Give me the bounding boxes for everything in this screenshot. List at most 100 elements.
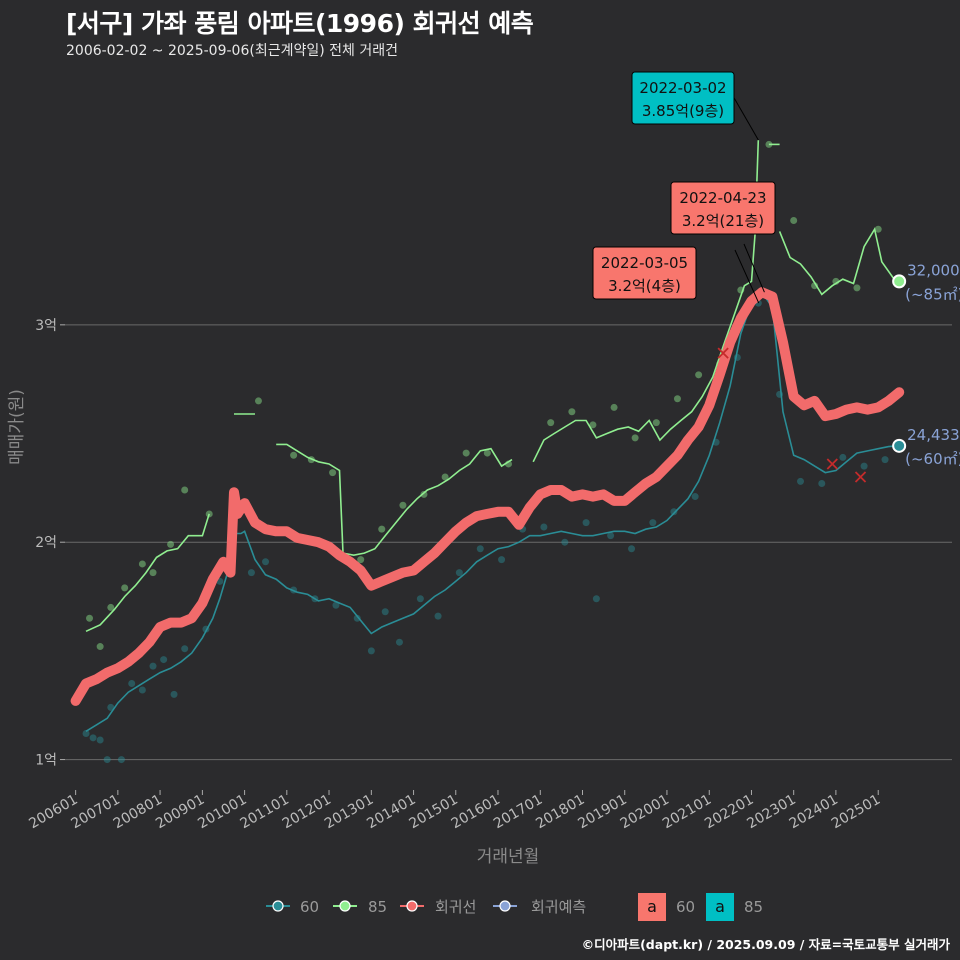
data-point-60: [128, 679, 136, 687]
data-point-60: [416, 595, 424, 603]
annotation-box: [631, 71, 735, 125]
forecast-end-point: [892, 438, 907, 453]
data-point-60: [247, 569, 255, 577]
series-line-85: [532, 140, 760, 463]
data-point-60: [881, 456, 889, 464]
data-point-85: [483, 449, 491, 457]
data-point-85: [790, 217, 798, 225]
legend-label-swatch: [706, 893, 734, 921]
data-point-85: [254, 397, 262, 405]
data-point-85: [399, 501, 407, 509]
x-axis-title: 거래년월: [477, 847, 540, 867]
data-point-85: [589, 421, 597, 429]
data-point-85: [378, 525, 386, 533]
annotation-value: 3.2억(21층): [682, 212, 764, 230]
data-point-85: [107, 603, 115, 611]
annotation-date: 2022-03-05: [601, 254, 688, 272]
data-point-85: [121, 584, 129, 592]
page-title: [서구] 가좌 풍림 아파트(1996) 회귀선 예측: [66, 9, 534, 38]
legend-swatch-label: 60: [676, 898, 695, 916]
data-point-85: [673, 395, 681, 403]
data-point-60: [607, 532, 615, 540]
data-point-60: [103, 756, 111, 764]
x-tick-label: 202501: [829, 792, 883, 833]
data-point-85: [138, 560, 146, 568]
data-point-60: [353, 614, 361, 622]
data-point-60: [476, 545, 484, 553]
data-point-60: [89, 734, 97, 742]
annotation-box: [670, 181, 776, 235]
legend: 60 85 회귀선 회귀예측 a 60 a 85: [266, 893, 763, 921]
data-point-60: [138, 686, 146, 694]
regression-line: [70, 287, 905, 706]
data-point-60: [395, 638, 403, 646]
forecast-size-label: (~85㎡): [905, 285, 960, 303]
data-point-85: [357, 556, 365, 564]
data-point-60: [262, 558, 270, 566]
data-point-60: [107, 703, 115, 711]
data-point-85: [631, 434, 639, 442]
data-point-85: [181, 486, 189, 494]
data-point-85: [652, 419, 660, 427]
data-point-85: [167, 540, 175, 548]
data-point-60: [82, 729, 90, 737]
legend-key-marker: [339, 900, 351, 912]
forecast-size-label: (~60㎡): [905, 450, 960, 468]
data-point-60: [434, 612, 442, 620]
series-line-85: [276, 443, 513, 557]
data-point-60: [160, 656, 168, 664]
data-point-60: [181, 645, 189, 653]
data-point-85: [811, 282, 819, 290]
y-tick-label: 1억: [35, 753, 57, 769]
data-point-85: [695, 371, 703, 379]
data-point-85: [441, 473, 449, 481]
series-line-85: [85, 513, 210, 633]
data-point-60: [561, 538, 569, 546]
data-point-85: [290, 451, 298, 459]
annotation-date: 2022-03-02: [639, 79, 726, 97]
legend-label: 회귀예측: [531, 898, 586, 916]
forecast-end-point: [892, 274, 907, 289]
data-point-85: [874, 225, 882, 233]
data-point-60: [540, 523, 548, 531]
data-point-60: [381, 608, 389, 616]
legend-label: 85: [368, 898, 387, 916]
data-point-85: [149, 569, 157, 577]
page-subtitle: 2006-02-02 ~ 2025-09-06(최근계약일) 전체 거래건: [66, 43, 398, 59]
series-line-85: [778, 227, 897, 296]
data-point-60: [839, 453, 847, 461]
y-axis-title: 매매가(원): [7, 389, 27, 465]
annotation-box: [592, 246, 697, 300]
annotation-value: 3.85억(9층): [642, 102, 724, 120]
data-point-60: [117, 756, 125, 764]
data-point-85: [329, 469, 337, 477]
outlier-marker: [717, 347, 729, 359]
annotation-value: 3.2억(4층): [608, 277, 681, 295]
legend-label: 회귀선: [435, 898, 476, 916]
annotation-date: 2022-04-23: [679, 189, 766, 207]
data-point-60: [592, 595, 600, 603]
data-point-60: [670, 508, 678, 516]
annotation-leader: [732, 95, 759, 141]
data-point-60: [149, 662, 157, 670]
data-point-60: [498, 556, 506, 564]
data-point-60: [367, 647, 375, 655]
data-point-60: [628, 545, 636, 553]
source-credit: ©디아파트(dapt.kr) / 2025.09.09 / 자료=국토교통부 실…: [581, 937, 950, 952]
legend-label-swatch: [638, 893, 666, 921]
data-point-85: [568, 408, 576, 416]
data-point-85: [610, 403, 618, 411]
data-point-60: [860, 462, 868, 470]
data-point-60: [96, 736, 104, 744]
annotation-leader: [743, 243, 765, 293]
data-point-85: [420, 490, 428, 498]
data-point-60: [797, 477, 805, 485]
legend-key-marker: [499, 900, 511, 912]
outlier-marker: [854, 471, 867, 483]
data-point-60: [691, 493, 699, 501]
y-tick-label: 2억: [35, 535, 57, 551]
y-tick-label: 3억: [35, 318, 57, 334]
data-point-60: [649, 519, 657, 527]
legend-label: 60: [300, 898, 319, 916]
forecast-value-label: 32,000: [907, 261, 960, 279]
